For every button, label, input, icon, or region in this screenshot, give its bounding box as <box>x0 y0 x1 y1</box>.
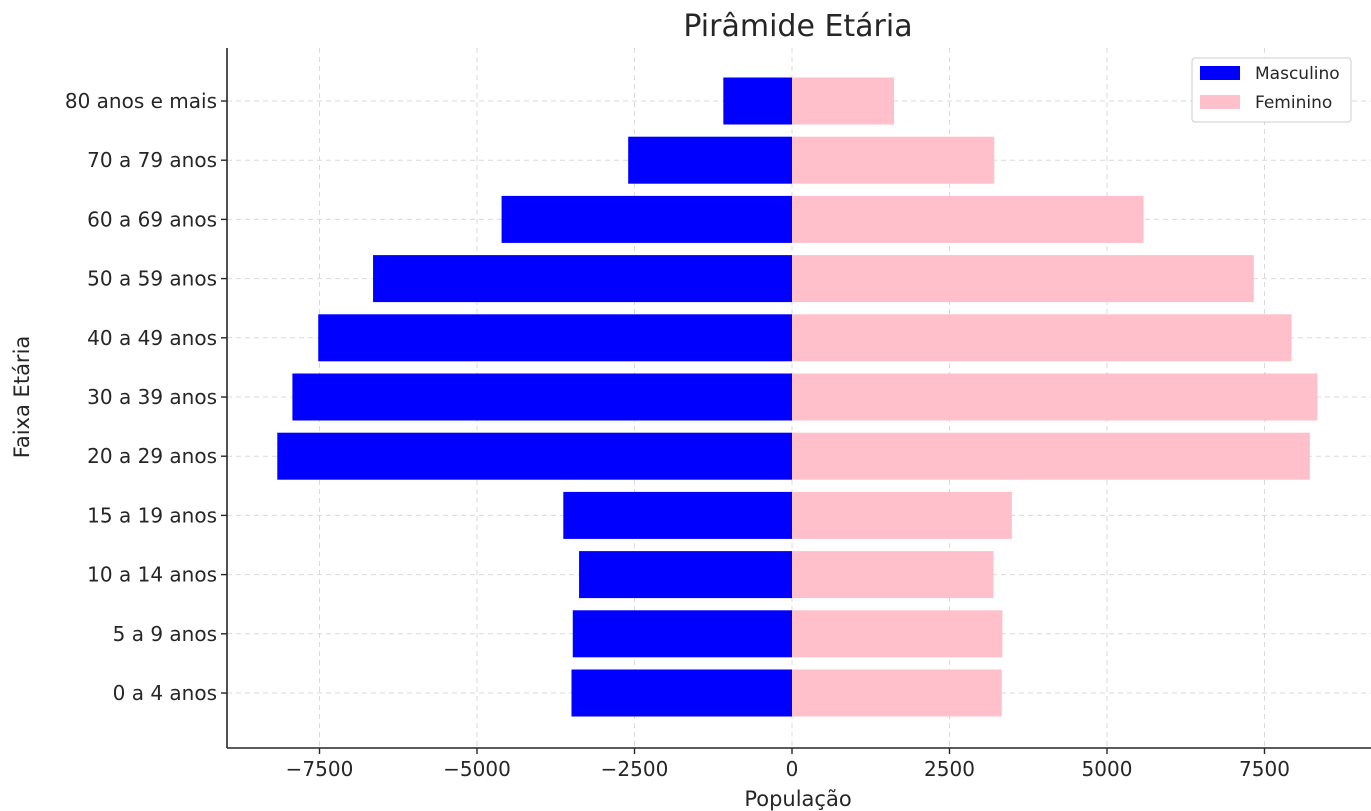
legend-label-masculino: Masculino <box>1255 64 1340 84</box>
bar-masculino-3 <box>563 491 792 539</box>
bar-feminino-2 <box>792 551 994 599</box>
x-tick-label: −7500 <box>286 757 354 781</box>
legend-label-feminino: Feminino <box>1255 93 1332 113</box>
x-tick-label: −2500 <box>601 757 669 781</box>
bar-masculino-1 <box>572 610 792 658</box>
bar-masculino-6 <box>318 314 792 362</box>
bar-masculino-10 <box>723 77 792 125</box>
bar-feminino-7 <box>792 255 1254 303</box>
y-tick-label: 10 a 14 anos <box>87 563 217 587</box>
bar-feminino-5 <box>792 373 1318 421</box>
bar-feminino-9 <box>792 136 995 184</box>
legend-swatch-masculino <box>1200 66 1240 80</box>
y-tick-label: 70 a 79 anos <box>87 148 217 172</box>
bar-masculino-4 <box>277 432 792 480</box>
bar-feminino-3 <box>792 491 1012 539</box>
y-tick-label: 50 a 59 anos <box>87 267 217 291</box>
bar-masculino-2 <box>579 551 792 599</box>
bar-feminino-4 <box>792 432 1310 480</box>
y-tick-label: 5 a 9 anos <box>113 622 217 646</box>
legend-swatch-feminino <box>1200 95 1240 109</box>
axes <box>226 48 1371 749</box>
bar-feminino-1 <box>792 610 1003 658</box>
bar-masculino-5 <box>292 373 792 421</box>
x-tick-label: 2500 <box>924 757 975 781</box>
bar-masculino-7 <box>373 255 792 303</box>
bar-feminino-8 <box>792 195 1144 243</box>
bar-feminino-6 <box>792 314 1292 362</box>
x-tick-label: −5000 <box>443 757 511 781</box>
y-tick-label: 20 a 29 anos <box>87 444 217 468</box>
legend: Masculino Feminino <box>1191 57 1352 123</box>
bars <box>277 77 1318 717</box>
x-tick-label: 7500 <box>1239 757 1290 781</box>
x-axis-ticks: −7500 −5000 −2500 0 2500 5000 7500 <box>286 748 1290 781</box>
x-axis-label: População <box>744 787 851 811</box>
bar-feminino-10 <box>792 77 895 125</box>
y-tick-label: 0 a 4 anos <box>113 681 217 705</box>
x-tick-label: 5000 <box>1082 757 1133 781</box>
y-axis-label: Faixa Etária <box>10 336 34 459</box>
y-tick-label: 40 a 49 anos <box>87 326 217 350</box>
bar-feminino-0 <box>792 669 1002 717</box>
chart-title: Pirâmide Etária <box>683 9 912 44</box>
y-tick-label: 15 a 19 anos <box>87 503 217 527</box>
bar-masculino-0 <box>571 669 792 717</box>
y-axis-ticks: 0 a 4 anos 5 a 9 anos 10 a 14 anos 15 a 19 … <box>65 89 227 705</box>
y-tick-label: 80 anos e mais <box>65 89 217 113</box>
y-tick-label: 30 a 39 anos <box>87 385 217 409</box>
x-tick-label: 0 <box>786 757 799 781</box>
bar-masculino-9 <box>628 136 792 184</box>
y-tick-label: 60 a 69 anos <box>87 207 217 231</box>
bar-masculino-8 <box>501 195 792 243</box>
